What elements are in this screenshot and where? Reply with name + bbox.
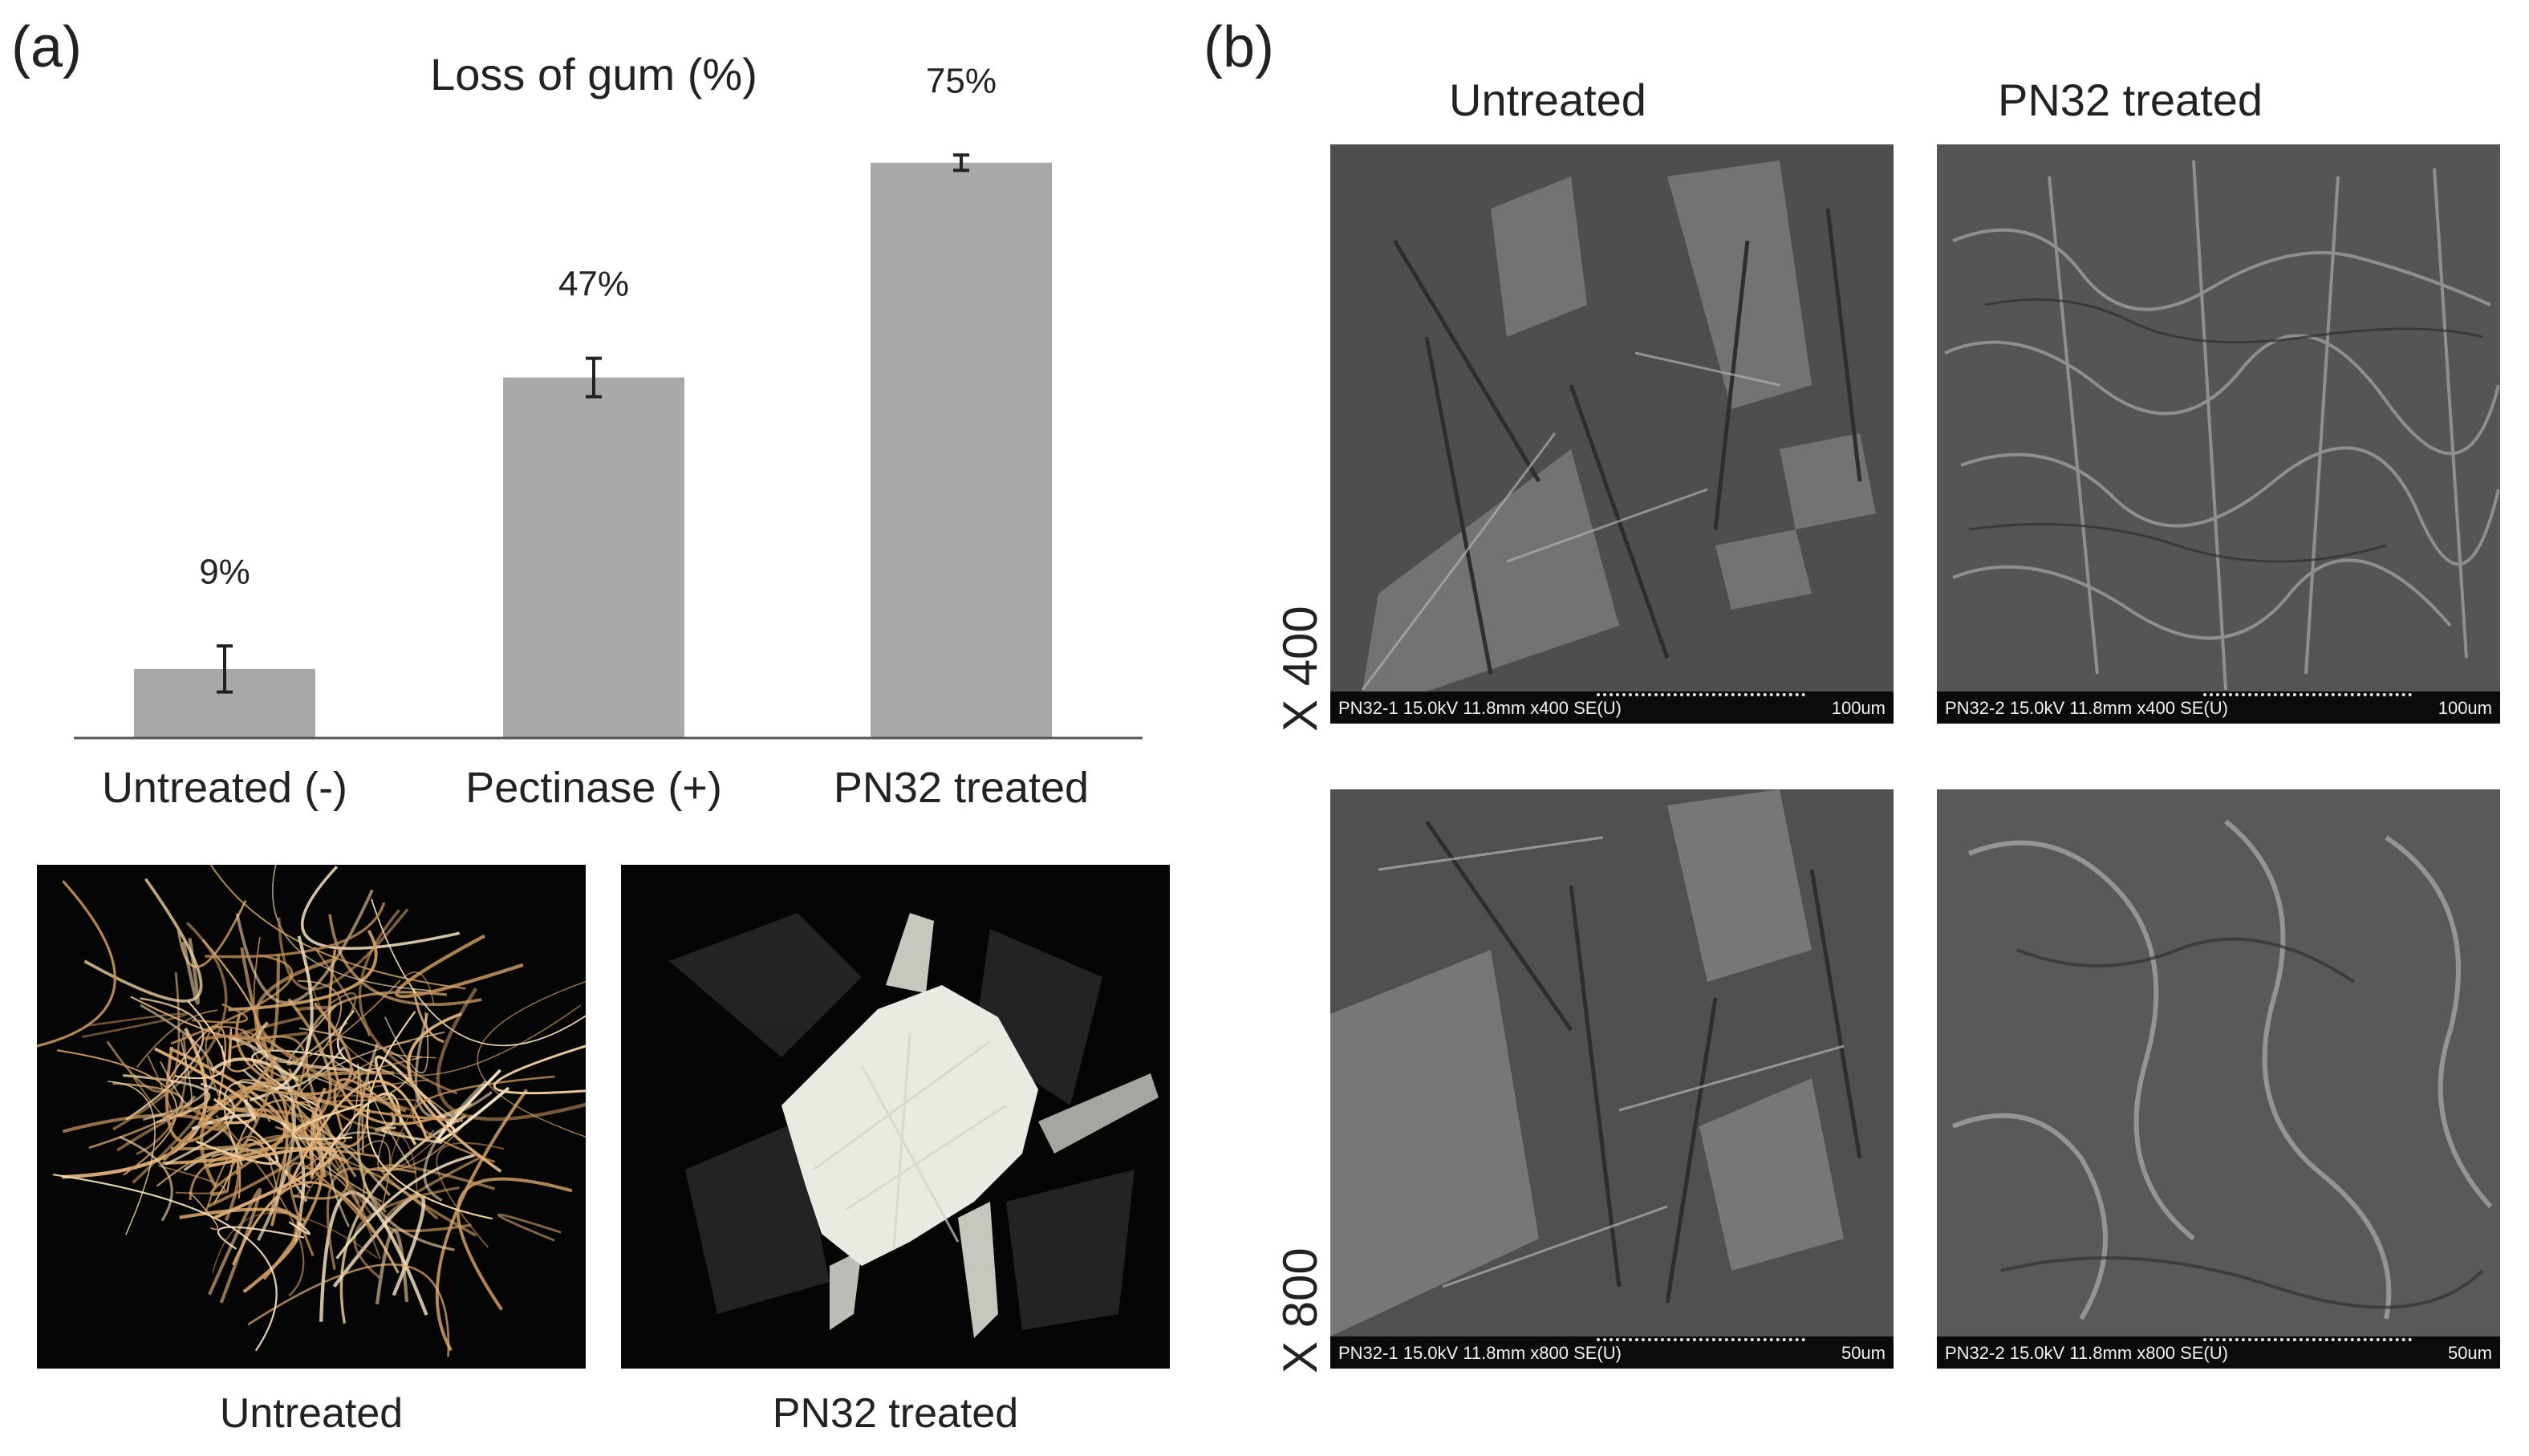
sem-info-label: PN32-1 15.0kV 11.8mm x400 SE(U) <box>1338 698 1622 718</box>
fiber-strands <box>37 865 586 1357</box>
sem-800-treated-texture <box>1937 789 2500 1336</box>
error-bar-2 <box>953 153 969 172</box>
sem-row-400: X 400 <box>1273 606 1327 732</box>
sem-scale-dots <box>1597 1338 1805 1346</box>
sem-800-untreated-databar: PN32-1 15.0kV 11.8mm x800 SE(U) 50um <box>1330 1336 1894 1369</box>
sem-info-label: PN32-2 15.0kV 11.8mm x800 SE(U) <box>1945 1343 2228 1363</box>
category-label-0: Untreated (-) <box>102 764 347 812</box>
treated-fiber-drawing <box>669 913 1159 1338</box>
untreated-photo-caption: Untreated <box>219 1390 404 1437</box>
sem-scale-label: 50um <box>1841 1343 1886 1363</box>
sem-scale-label: 100um <box>2438 698 2492 718</box>
bars-group: 9% 47% 75% <box>134 61 1052 738</box>
value-label-0: 9% <box>199 552 250 591</box>
bar-2 <box>871 162 1052 738</box>
category-label-2: PN32 treated <box>834 764 1089 812</box>
value-label-2: 75% <box>926 61 997 100</box>
sem-400-treated: PN32-2 15.0kV 11.8mm x400 SE(U) 100um <box>1937 144 2500 724</box>
sem-800-untreated-texture <box>1330 789 1894 1336</box>
sem-400-untreated-texture <box>1330 144 1894 691</box>
sem-info-label: PN32-1 15.0kV 11.8mm x800 SE(U) <box>1338 1343 1622 1363</box>
sem-row-800: X 800 <box>1273 1247 1327 1373</box>
error-bar-0 <box>217 644 233 694</box>
error-bar-1 <box>586 356 602 399</box>
sem-800-untreated: PN32-1 15.0kV 11.8mm x800 SE(U) 50um <box>1330 789 1894 1369</box>
sem-400-untreated: PN32-1 15.0kV 11.8mm x400 SE(U) 100um <box>1330 144 1894 724</box>
sem-800-treated-databar: PN32-2 15.0kV 11.8mm x800 SE(U) 50um <box>1937 1336 2500 1369</box>
sem-800-treated: PN32-2 15.0kV 11.8mm x800 SE(U) 50um <box>1937 789 2500 1369</box>
treated-photo-caption: PN32 treated <box>772 1390 1019 1437</box>
sem-scale-dots <box>2203 1338 2412 1346</box>
bar-chart: Loss of gum (%) 9% 47% 75% Untreated (-) Pe… <box>74 49 1143 812</box>
sem-scale-dots <box>2203 693 2412 701</box>
category-labels: Untreated (-) Pectinase (+) PN32 treated <box>102 764 1089 812</box>
sem-400-treated-texture <box>1937 144 2500 691</box>
sem-400-untreated-databar: PN32-1 15.0kV 11.8mm x400 SE(U) 100um <box>1330 691 1894 724</box>
untreated-fiber-drawing <box>37 865 586 1357</box>
sem-scale-label: 50um <box>2447 1343 2492 1363</box>
sem-info-label: PN32-2 15.0kV 11.8mm x400 SE(U) <box>1945 698 2228 718</box>
sem-col-untreated: Untreated <box>1449 75 1646 125</box>
chart-title: Loss of gum (%) <box>430 49 757 99</box>
category-label-1: Pectinase (+) <box>465 764 722 812</box>
treated-fiber-photo <box>621 865 1170 1369</box>
value-label-1: 47% <box>558 265 629 304</box>
untreated-fiber-photo <box>37 865 586 1369</box>
sem-col-treated: PN32 treated <box>1998 75 2263 125</box>
panel-a-label: (a) <box>11 15 82 79</box>
bar-1 <box>503 377 684 738</box>
sem-scale-label: 100um <box>1831 698 1886 718</box>
sem-scale-dots <box>1597 693 1805 701</box>
sem-400-treated-databar: PN32-2 15.0kV 11.8mm x400 SE(U) 100um <box>1937 691 2500 724</box>
panel-b-label: (b) <box>1204 15 1274 79</box>
